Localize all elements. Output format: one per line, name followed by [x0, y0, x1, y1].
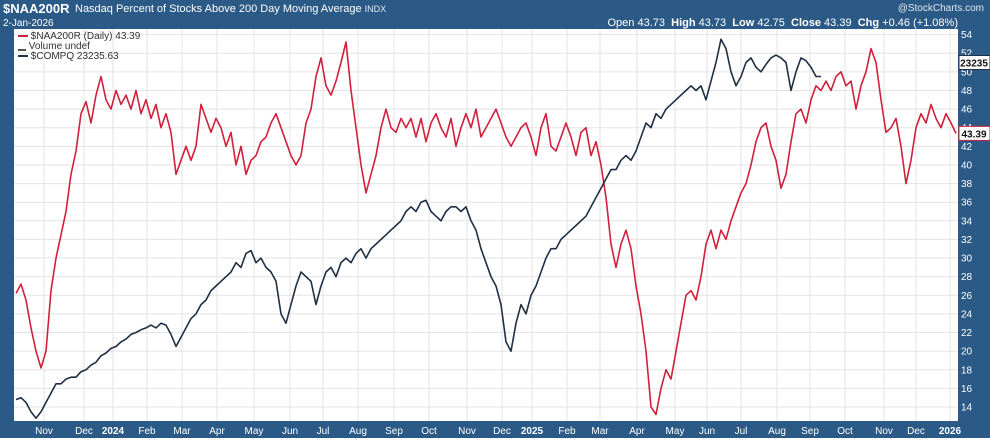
y-tick-label: 42 — [961, 142, 973, 153]
high-value: 43.73 — [698, 17, 727, 29]
symbol-title: $NAA200R — [3, 1, 70, 16]
x-tick-label: 2026 — [939, 426, 962, 437]
x-tick-label: Oct — [421, 426, 437, 437]
legend-naa: $NAA200R (Daily) 43.39 — [18, 31, 140, 42]
x-tick-label: 2025 — [521, 426, 544, 437]
open-label: Open — [607, 17, 635, 29]
naa-badge-value: 43.39 — [961, 129, 986, 140]
x-tick-label: 2024 — [102, 426, 125, 437]
x-tick-label: Nov — [458, 426, 476, 437]
x-tick-label: Oct — [837, 426, 853, 437]
compq-line — [15, 38, 821, 420]
legend-naa-swatch — [18, 35, 28, 38]
naa-line — [15, 41, 957, 416]
ohlc-readout: Open 43.73 High 43.73 Low 42.75 Close 43… — [607, 17, 958, 29]
y-tick-label: 36 — [961, 198, 973, 209]
y-tick-label: 14 — [961, 403, 973, 414]
change-value: +0.46 (+1.08%) — [882, 17, 958, 29]
y-tick-label: 32 — [961, 235, 973, 246]
change-label: Chg — [857, 17, 880, 29]
legend-compq-text: $COMPQ 23235.63 — [30, 51, 119, 62]
open-value: 43.73 — [637, 17, 665, 29]
symbol-description: Nasdaq Percent of Stocks Above 200 Day M… — [75, 3, 386, 15]
legend-volume-text: Volume undef — [28, 41, 90, 52]
legend-volume-icon — [18, 42, 26, 51]
x-tick-label: Nov — [35, 426, 53, 437]
x-tick-label: Jul — [735, 426, 748, 437]
y-tick-label: 46 — [961, 105, 973, 116]
description-text: Nasdaq Percent of Stocks Above 200 Day M… — [75, 3, 362, 15]
x-tick-label: Dec — [493, 426, 511, 437]
compq-badge-value: 23235 — [960, 59, 988, 70]
y-tick-label: 30 — [961, 254, 973, 265]
compq-badge — [958, 55, 990, 71]
x-tick-label: Feb — [558, 426, 576, 437]
y-tick-label: 50 — [961, 67, 973, 78]
x-tick-label: May — [666, 426, 685, 437]
naa-badge — [958, 125, 990, 141]
legend-compq: $COMPQ 23235.63 — [18, 51, 119, 62]
x-tick-label: Apr — [209, 426, 225, 437]
x-tick-label: Aug — [768, 426, 786, 437]
y-tick-label: 40 — [961, 160, 973, 171]
low-label: Low — [732, 17, 755, 29]
legend-volume: Volume undef — [18, 41, 90, 52]
legend-compq-swatch — [18, 55, 28, 58]
low-value: 42.75 — [757, 17, 785, 29]
y-tick-label: 18 — [961, 365, 973, 376]
high-label: High — [671, 17, 696, 29]
x-tick-label: Mar — [173, 426, 191, 437]
y-tick-label: 26 — [961, 291, 973, 302]
y-tick-label: 52 — [961, 49, 973, 60]
chart-header: $NAA200R Nasdaq Percent of Stocks Above … — [0, 0, 990, 30]
x-tick-label: Feb — [138, 426, 156, 437]
y-tick-label: 48 — [961, 86, 973, 97]
plot-area — [14, 29, 958, 421]
chart-date: 2-Jan-2026 — [3, 18, 54, 29]
close-label: Close — [791, 17, 821, 29]
x-tick-label: Apr — [629, 426, 645, 437]
x-tick-label: Dec — [75, 426, 93, 437]
y-tick-label: 34 — [961, 216, 973, 227]
watermark: @StockCharts.com — [897, 3, 984, 14]
x-tick-label: Sep — [801, 426, 819, 437]
exchange-label: INDX — [364, 4, 387, 14]
y-tick-label: 54 — [961, 30, 973, 41]
y-tick-label: 22 — [961, 328, 973, 339]
x-tick-label: Mar — [591, 426, 609, 437]
x-tick-label: Aug — [349, 426, 367, 437]
x-tick-label: Jul — [317, 426, 330, 437]
x-tick-label: Jun — [282, 426, 298, 437]
x-tick-label: Dec — [907, 426, 925, 437]
y-tick-label: 28 — [961, 272, 973, 283]
close-value: 43.39 — [824, 17, 852, 29]
x-tick-label: Sep — [385, 426, 403, 437]
y-tick-label: 38 — [961, 179, 973, 190]
x-tick-label: Jun — [699, 426, 715, 437]
x-tick-label: Nov — [875, 426, 893, 437]
y-tick-label: 16 — [961, 384, 973, 395]
y-tick-label: 20 — [961, 347, 973, 358]
x-tick-label: May — [245, 426, 264, 437]
legend-naa-text: $NAA200R (Daily) 43.39 — [30, 31, 141, 42]
y-tick-label: 24 — [961, 309, 973, 320]
